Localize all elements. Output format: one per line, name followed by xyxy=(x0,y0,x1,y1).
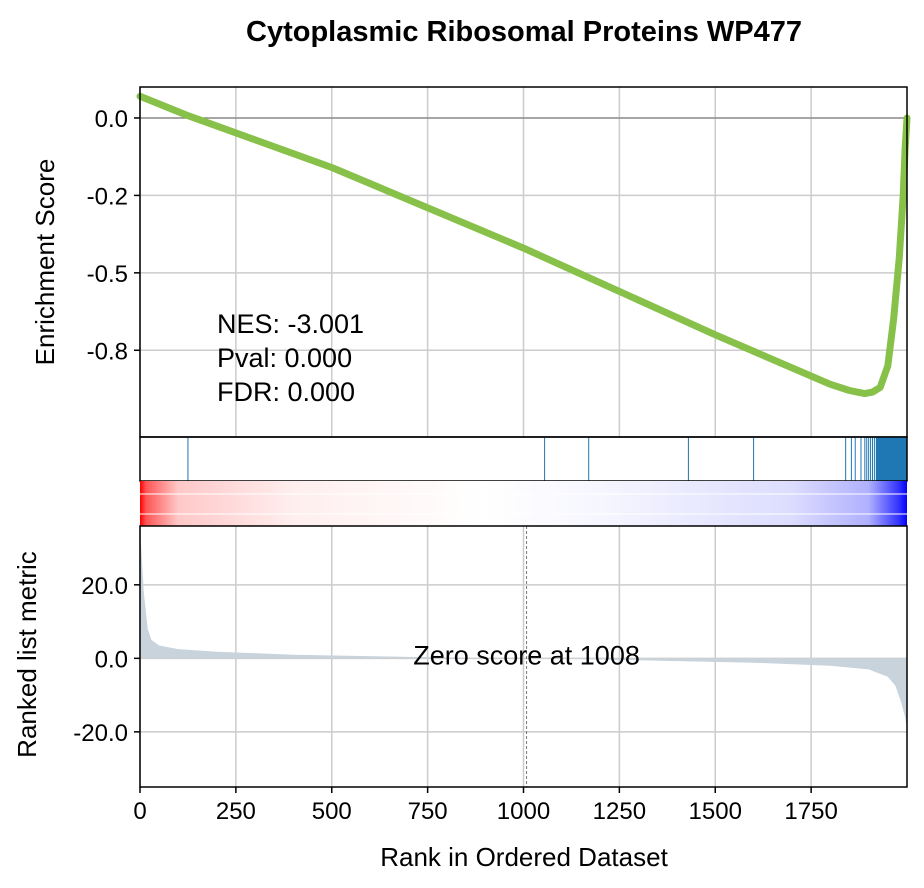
x-tick-label: 1000 xyxy=(497,798,550,825)
nes-stat: NES: -3.001 xyxy=(217,309,364,339)
hit-block xyxy=(876,437,907,481)
x-tick-label: 1500 xyxy=(689,798,742,825)
ranked-metric-panel: Zero score at 1008 20.0 0.0 -20.0 Ranked l… xyxy=(12,525,908,788)
rm-y-tick-label: 0.0 xyxy=(95,646,128,673)
es-curve xyxy=(136,92,911,398)
x-tick-label: 500 xyxy=(312,798,352,825)
x-tick-label: 0 xyxy=(133,798,146,825)
x-axis-label: Rank in Ordered Dataset xyxy=(380,842,668,872)
x-ticks: 0 250 500 750 1000 1250 1500 1750 xyxy=(133,787,838,825)
rm-y-tick-label: -20.0 xyxy=(73,720,128,747)
es-y-tick-label: -0.5 xyxy=(87,261,128,288)
zero-score-annotation: Zero score at 1008 xyxy=(413,640,640,670)
pval-stat: Pval: 0.000 xyxy=(217,343,352,373)
gene-hits-panel xyxy=(139,436,908,482)
fdr-stat: FDR: 0.000 xyxy=(217,377,355,407)
x-tick-label: 1750 xyxy=(784,798,837,825)
hit-marks xyxy=(139,437,907,481)
enrichment-score-panel: 0.0 -0.2 -0.5 -0.8 Enrichment Score NES: -3… xyxy=(30,86,911,438)
es-y-axis-label: Enrichment Score xyxy=(30,159,60,366)
chart-title: Cytoplasmic Ribosomal Proteins WP477 xyxy=(246,16,802,48)
rm-y-ticks: 20.0 0.0 -20.0 xyxy=(73,573,140,747)
hits-frame xyxy=(139,436,908,482)
rm-y-axis-label: Ranked list metric xyxy=(12,551,42,758)
es-y-tick-label: 0.0 xyxy=(95,106,128,133)
es-y-tick-label: -0.2 xyxy=(87,183,128,210)
rm-y-tick-label: 20.0 xyxy=(81,573,128,600)
x-tick-label: 250 xyxy=(216,798,256,825)
heatmap-gradient xyxy=(140,481,907,526)
x-tick-label: 750 xyxy=(408,798,448,825)
es-y-tick-label: -0.8 xyxy=(87,338,128,365)
ranked-heatmap-strip xyxy=(140,481,907,526)
es-y-ticks: 0.0 -0.2 -0.5 -0.8 xyxy=(87,106,140,365)
x-tick-label: 1250 xyxy=(593,798,646,825)
